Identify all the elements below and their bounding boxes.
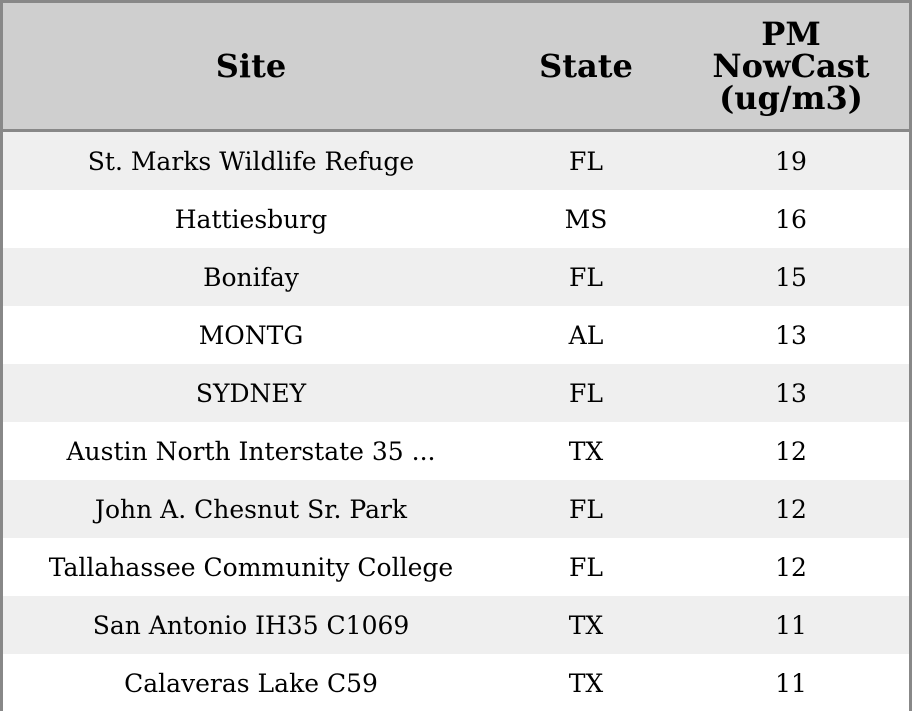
site-cell: Bonifay (203, 262, 299, 292)
site-cell: SYDNEY (195, 378, 307, 408)
table-row: SYDNEY FL 13 (3, 364, 909, 422)
pm-header-line-3: (ug/m3) (719, 79, 863, 117)
pm-value-cell: 13 (775, 320, 807, 350)
table-row: John A. Chesnut Sr. Park FL 12 (3, 480, 909, 538)
state-cell: FL (569, 494, 603, 524)
table-row: Bonifay FL 15 (3, 248, 909, 306)
state-cell: FL (569, 262, 603, 292)
table-body: St. Marks Wildlife Refuge FL 19 Hattiesb… (3, 132, 909, 712)
site-cell: Calaveras Lake C59 (124, 668, 378, 698)
site-cell: Hattiesburg (174, 204, 328, 234)
state-cell: MS (564, 204, 608, 234)
table-row: San Antonio IH35 C1069 TX 11 (3, 596, 909, 654)
pm-value-cell: 11 (775, 668, 807, 698)
table-row: MONTG AL 13 (3, 306, 909, 364)
pm-value-cell: 12 (775, 494, 807, 524)
site-cell: Tallahassee Community College (48, 552, 454, 582)
state-cell: TX (568, 610, 604, 640)
state-cell: FL (569, 552, 603, 582)
site-cell: John A. Chesnut Sr. Park (94, 494, 408, 524)
site-cell: San Antonio IH35 C1069 (92, 610, 410, 640)
pm-value-cell: 11 (775, 610, 807, 640)
state-cell: AL (568, 320, 604, 350)
table-row: St. Marks Wildlife Refuge FL 19 (3, 132, 909, 190)
site-cell: Austin North Interstate 35 ... (66, 436, 436, 466)
column-header-state: State (539, 47, 633, 85)
table-header: Site State PM NowCast (ug/m3) (3, 3, 909, 132)
table-row: Tallahassee Community College FL 12 (3, 538, 909, 596)
pm-value-cell: 16 (775, 204, 807, 234)
pm-value-cell: 13 (775, 378, 807, 408)
site-cell: St. Marks Wildlife Refuge (87, 146, 415, 176)
table-row: Austin North Interstate 35 ... TX 12 (3, 422, 909, 480)
pm-header-line-2: NowCast (712, 47, 870, 85)
pm-value-cell: 19 (775, 146, 807, 176)
state-cell: FL (569, 146, 603, 176)
state-cell: FL (569, 378, 603, 408)
column-header-site: Site (215, 47, 287, 85)
pm-value-cell: 15 (775, 262, 807, 292)
state-cell: TX (568, 668, 604, 698)
pm-value-cell: 12 (775, 552, 807, 582)
table-row: Hattiesburg MS 16 (3, 190, 909, 248)
table-row: Calaveras Lake C59 TX 11 (3, 654, 909, 712)
state-cell: TX (568, 436, 604, 466)
site-cell: MONTG (198, 320, 304, 350)
pm-header-line-1: PM (761, 15, 821, 53)
pm-value-cell: 12 (775, 436, 807, 466)
column-header-pm-nowcast: PM NowCast (ug/m3) (673, 3, 909, 129)
